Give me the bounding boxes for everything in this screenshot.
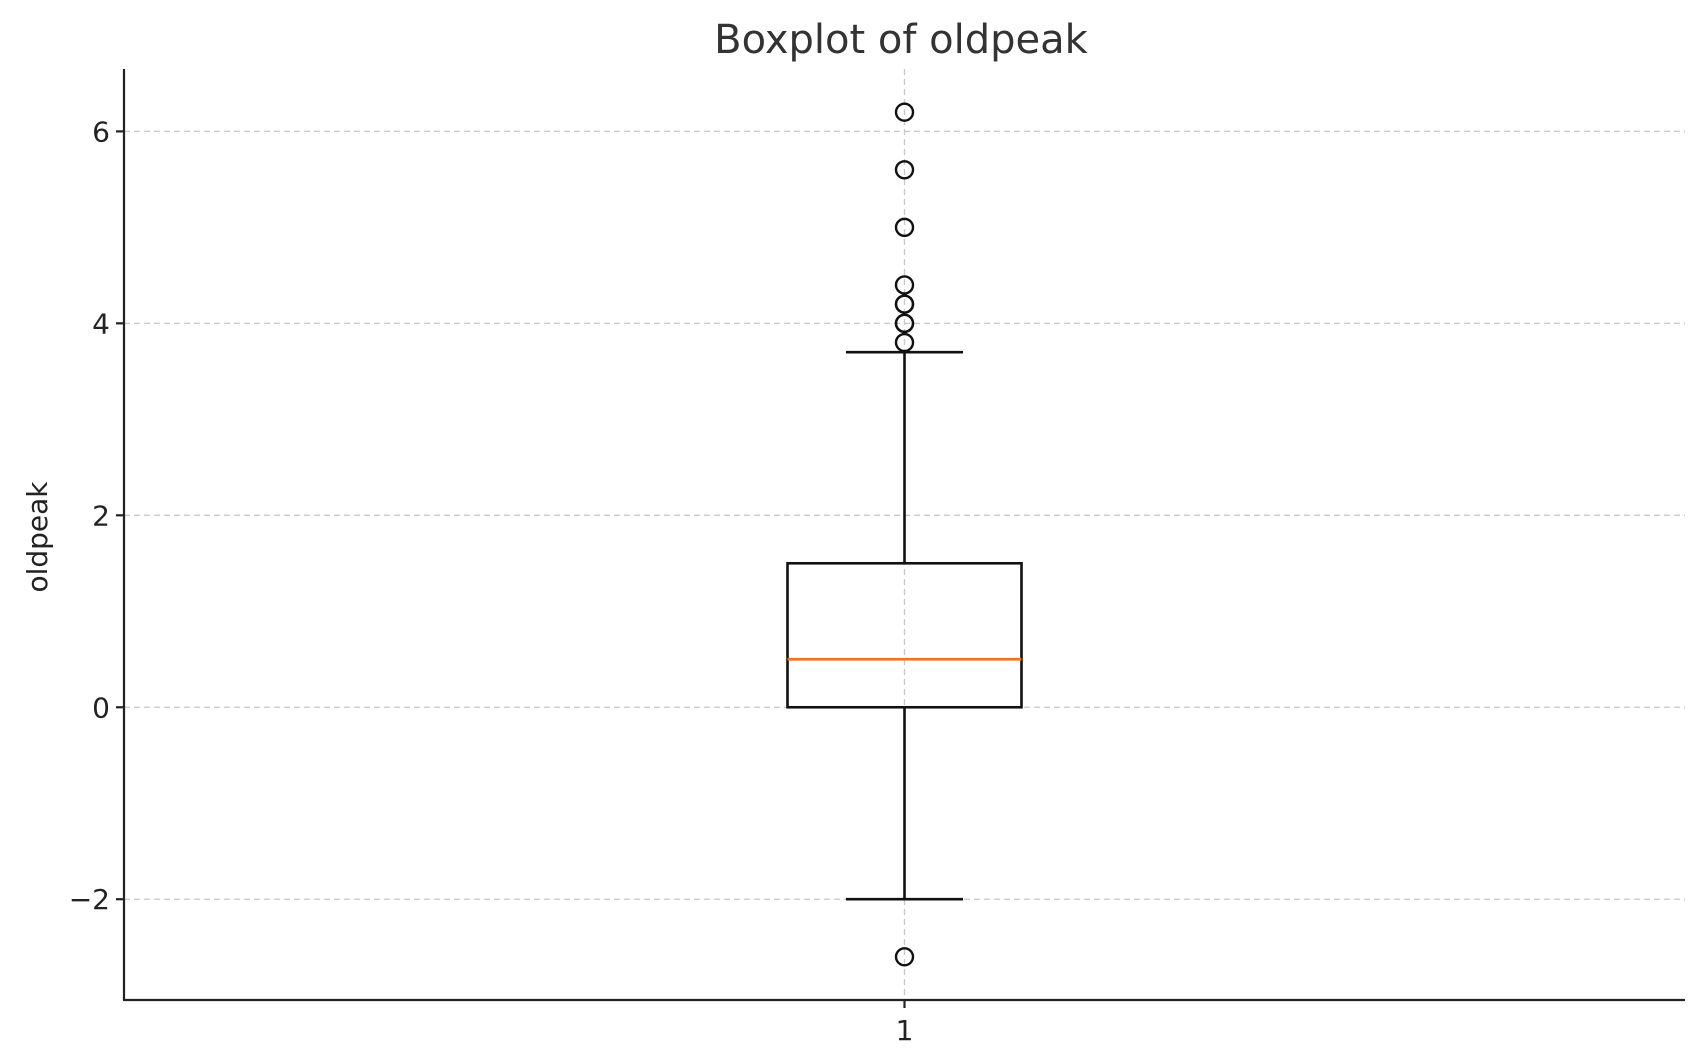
outlier-point: [894, 275, 915, 295]
y-tick-label: 0: [92, 691, 110, 724]
y-tick-label: 2: [92, 499, 110, 532]
y-axis-label: oldpeak: [21, 481, 54, 593]
box-layer: [786, 102, 1023, 967]
box-group: [786, 102, 1023, 967]
outlier-point: [894, 294, 915, 314]
y-tick-label: −2: [69, 883, 110, 916]
outlier-point: [894, 217, 915, 238]
y-tick-label: 6: [92, 115, 110, 148]
outlier-point: [894, 102, 915, 122]
outlier-point: [894, 332, 915, 353]
outlier-point: [894, 160, 915, 180]
outlier-point: [894, 313, 915, 334]
iqr-box: [786, 561, 1023, 709]
y-tick-label: 4: [92, 307, 110, 340]
chart-title: Boxplot of oldpeak: [714, 17, 1088, 63]
outlier-point: [894, 947, 915, 967]
tick-layer: −2 0 2 4 6 1: [69, 115, 914, 1047]
x-tick-label: 1: [896, 1014, 914, 1047]
